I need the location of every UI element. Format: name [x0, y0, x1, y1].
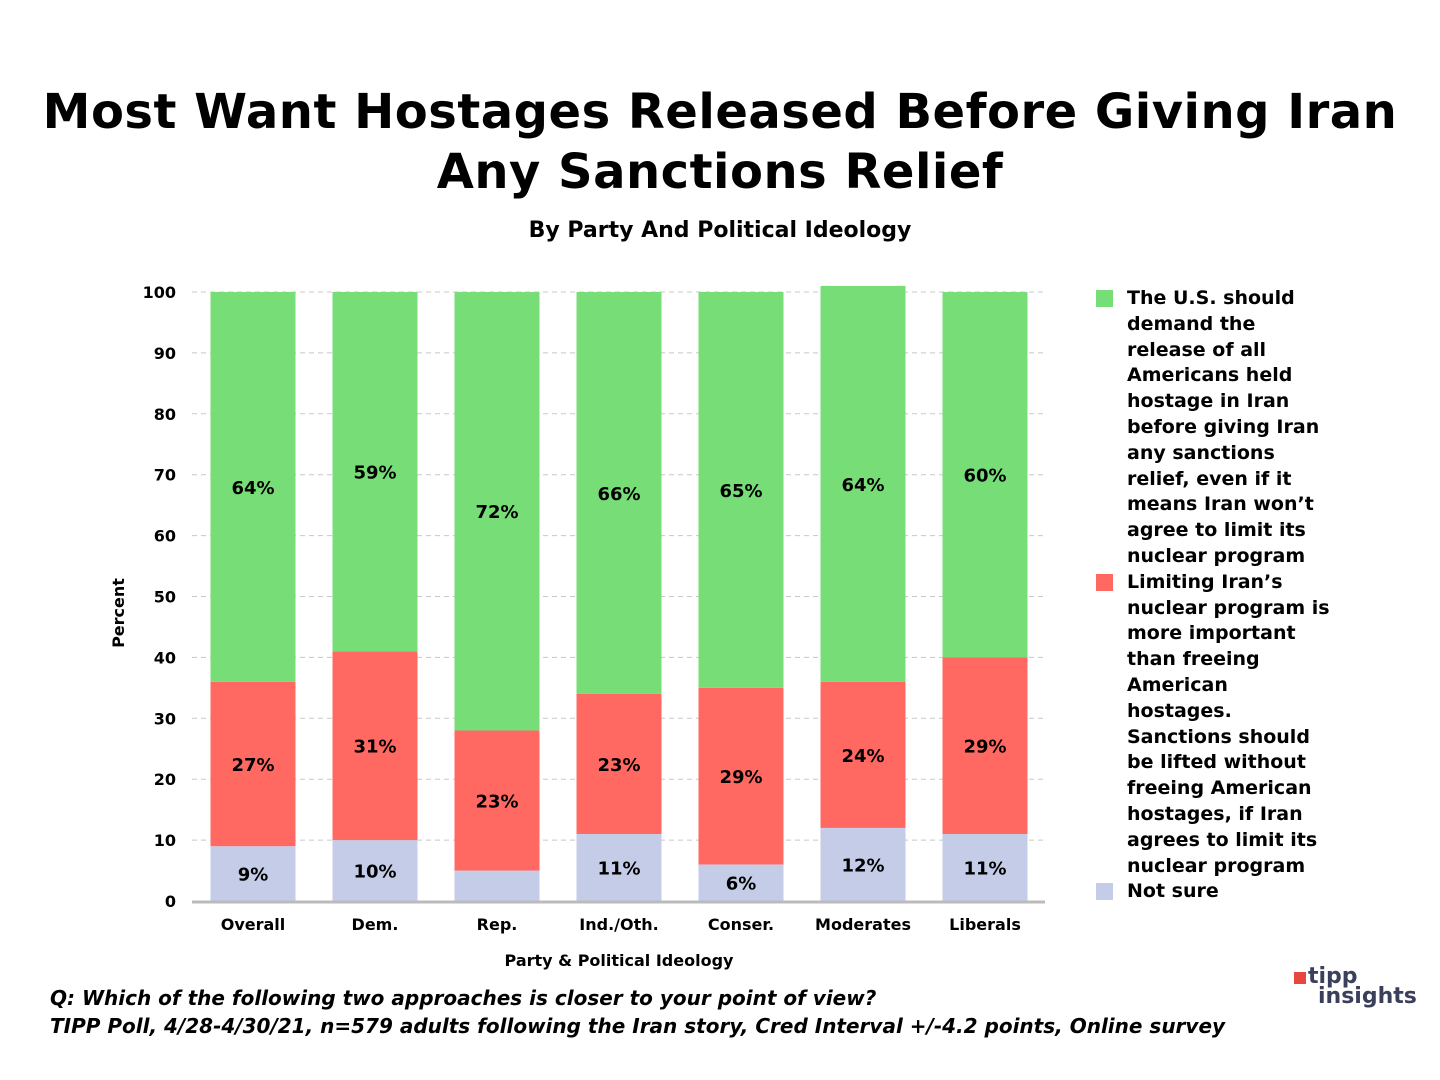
y-tick-label: 100: [143, 283, 176, 302]
title-line-2: Any Sanctions Relief: [436, 144, 1004, 200]
bar-segment: [942, 292, 1028, 658]
data-label: 60%: [963, 466, 1006, 487]
legend-label: Not sure: [1127, 880, 1219, 903]
data-label: 59%: [353, 463, 396, 484]
x-tick-label: Rep.: [477, 915, 518, 934]
data-label: 64%: [841, 475, 884, 496]
data-label: 24%: [841, 746, 884, 767]
bar-segment: [820, 827, 906, 901]
x-tick-label: Conser.: [708, 915, 774, 934]
legend-swatch: [1096, 883, 1113, 901]
bar-segment: [332, 840, 418, 901]
legend-item-demand-release: The U.S. should demand the release of al…: [1096, 286, 1336, 570]
legend-swatch: [1096, 573, 1113, 591]
data-label: 10%: [353, 862, 396, 883]
tipp-insights-logo: tipp insights: [1284, 964, 1417, 1012]
x-tick-label: Overall: [221, 915, 286, 934]
bar-segment: [210, 846, 296, 901]
bar-segment: [332, 292, 418, 652]
legend: The U.S. should demand the release of al…: [1096, 286, 1336, 905]
bar-segment: [820, 681, 906, 828]
data-label: 11%: [597, 859, 640, 880]
bar-segment: [942, 657, 1028, 835]
logo-mark-icon: [1294, 972, 1306, 984]
x-tick-label: Ind./Oth.: [579, 915, 658, 934]
bar-segment: [332, 651, 418, 841]
x-tick-label: Moderates: [815, 915, 911, 934]
bar-segment: [698, 687, 784, 865]
y-tick-label: 50: [154, 588, 176, 607]
data-label: 12%: [841, 855, 884, 876]
x-tick-label: Dem.: [352, 915, 399, 934]
bar-segment: [576, 292, 662, 694]
legend-item-limit-nuclear: Limiting Iran’s nuclear program is more …: [1096, 570, 1336, 880]
footer-question: Q: Which of the following two approaches…: [50, 986, 877, 1010]
bar-segment: [210, 681, 296, 847]
y-axis-title: Percent: [109, 578, 128, 648]
y-tick-label: 60: [154, 527, 176, 546]
bar-segment: [454, 870, 540, 901]
data-label: 65%: [719, 481, 762, 502]
data-label: 66%: [597, 484, 640, 505]
y-tick-label: 10: [154, 831, 176, 850]
data-label: 64%: [231, 478, 274, 499]
bar-segment: [454, 292, 540, 731]
bar-segment: [820, 285, 906, 682]
y-tick-label: 0: [165, 892, 176, 911]
title-line-1: Most Want Hostages Released Before Givin…: [42, 84, 1398, 140]
y-tick-label: 40: [154, 648, 176, 667]
footer-source: TIPP Poll, 4/28-4/30/21, n=579 adults fo…: [50, 1014, 1226, 1038]
x-tick-label: Liberals: [949, 915, 1021, 934]
y-tick-label: 90: [154, 344, 176, 363]
bar-segment: [576, 834, 662, 901]
logo-text-tipp: tipp: [1308, 964, 1358, 989]
data-label: 31%: [353, 737, 396, 758]
data-label: 23%: [475, 792, 518, 813]
logo-text-insights: insights: [1318, 984, 1417, 1009]
data-label: 6%: [726, 874, 757, 895]
data-label: 23%: [597, 755, 640, 776]
y-tick-label: 20: [154, 770, 176, 789]
bar-segment: [576, 693, 662, 835]
chart-subtitle: By Party And Political Ideology: [528, 218, 912, 243]
bar-segment: [210, 292, 296, 682]
legend-swatch: [1096, 290, 1113, 307]
y-tick-label: 70: [154, 466, 176, 485]
data-label: 9%: [238, 865, 269, 886]
data-label: 11%: [963, 859, 1006, 880]
bar-segment: [698, 864, 784, 901]
legend-label: Limiting Iran’s nuclear program is more …: [1127, 570, 1330, 877]
y-tick-label: 30: [154, 709, 176, 728]
legend-label: The U.S. should demand the release of al…: [1127, 287, 1320, 567]
legend-item-not-sure: Not sure: [1096, 879, 1336, 905]
data-label: 29%: [963, 737, 1006, 758]
bar-segment: [942, 834, 1028, 901]
y-tick-label: 80: [154, 405, 176, 424]
data-label: 72%: [475, 502, 518, 523]
bar-segment: [454, 730, 540, 871]
x-axis-title: Party & Political Ideology: [505, 951, 734, 970]
chart-title: Most Want Hostages Released Before Givin…: [0, 82, 1440, 202]
data-label: 27%: [231, 755, 274, 776]
data-label: 29%: [719, 767, 762, 788]
bar-segment: [698, 292, 784, 688]
